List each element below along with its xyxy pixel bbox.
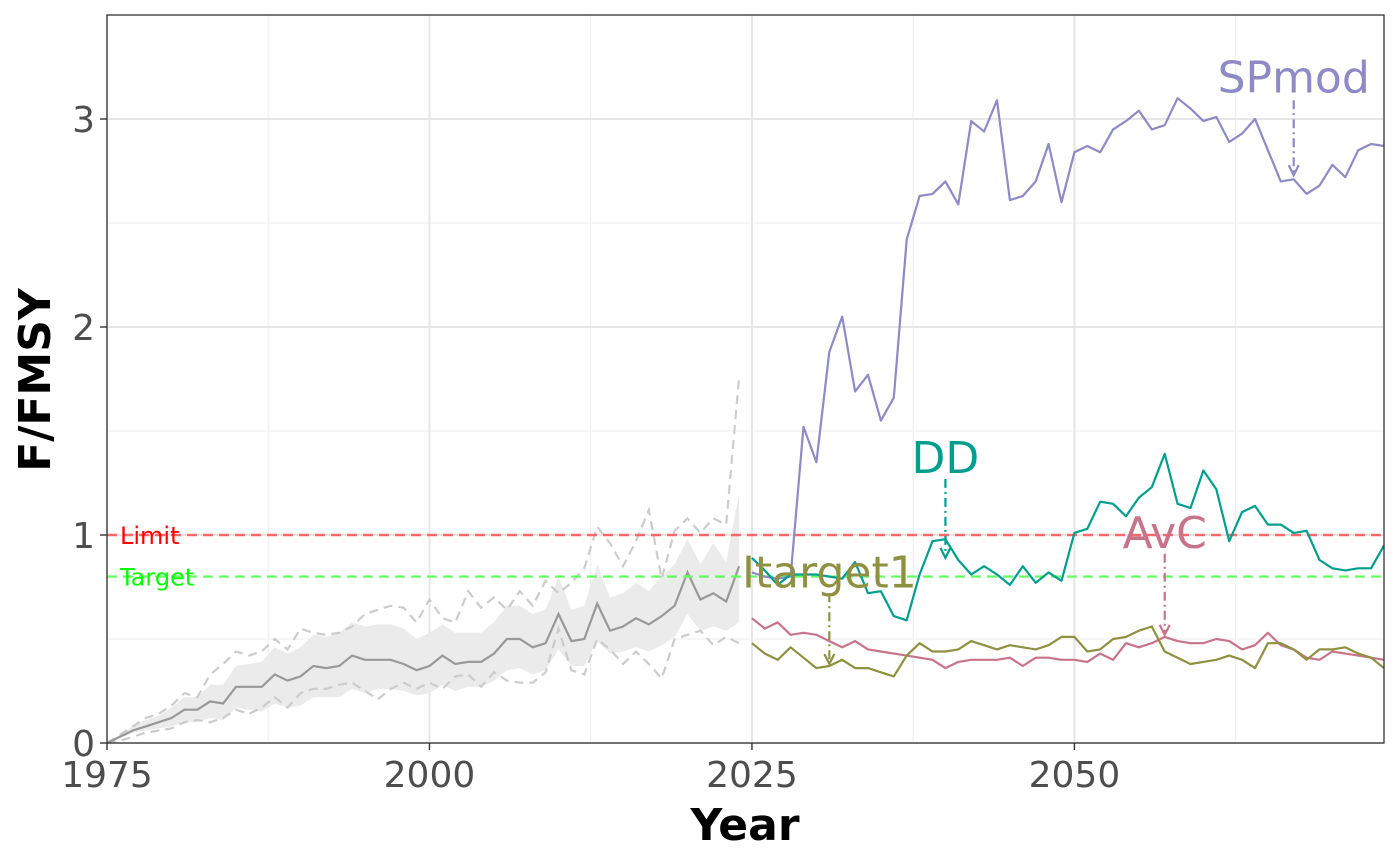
y-tick-label-0: 0 xyxy=(72,724,95,765)
historical-interval-band xyxy=(107,493,740,743)
series-line-spmod xyxy=(751,97,1385,580)
series-line-dd xyxy=(751,452,1385,622)
historical-band xyxy=(106,376,741,745)
x-tick-label-0: 1975 xyxy=(61,755,153,796)
annotation-arrowhead-avc xyxy=(1158,624,1171,638)
x-tick-label-2: 2025 xyxy=(706,755,798,796)
annotation-arrowhead-itarget1 xyxy=(823,653,836,667)
historical-median-line xyxy=(106,565,741,744)
series-label-spmod: SPmod xyxy=(1218,52,1370,103)
series-line-avc xyxy=(751,617,1385,670)
series-label-avc: AvC xyxy=(1123,508,1207,559)
series-lines xyxy=(751,97,1385,678)
annotation-arrowhead-dd xyxy=(939,547,952,561)
reference-lines: Limit Target xyxy=(107,522,1384,592)
historical-upper-percentile-line xyxy=(106,376,741,744)
historical-lower-percentile-line xyxy=(106,624,740,745)
y-tick-label-1: 1 xyxy=(72,516,95,557)
y-axis-title: F/FMSY xyxy=(10,287,61,472)
y-tick-label-2: 2 xyxy=(72,308,95,349)
series-label-dd: DD xyxy=(912,433,980,484)
x-tick-label-3: 2050 xyxy=(1029,755,1121,796)
x-tick-label-1: 2000 xyxy=(384,755,476,796)
axis-ticks: 1975 2000 2025 2050 0 1 2 3 xyxy=(61,100,1120,796)
series-label-itarget1: Itarget1 xyxy=(742,547,917,598)
y-tick-label-3: 3 xyxy=(72,100,95,141)
annotation-arrowhead-spmod xyxy=(1287,164,1300,178)
plot-panel-border xyxy=(106,14,1385,744)
limit-reference-label: Limit xyxy=(120,522,180,550)
series-annotations: SPmod DD AvC Itarget1 xyxy=(742,52,1370,667)
x-axis-title: Year xyxy=(689,800,799,851)
series-line-itarget1 xyxy=(751,625,1385,678)
target-reference-label: Target xyxy=(119,564,194,592)
